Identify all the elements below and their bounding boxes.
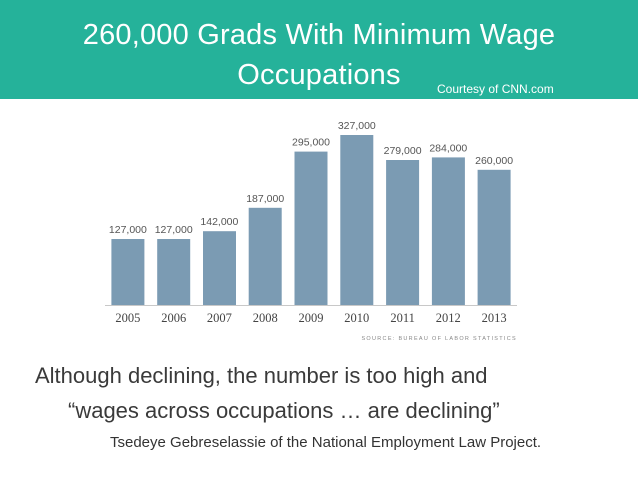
- x-tick-label-2006: 2006: [161, 311, 186, 325]
- bar-2010: [340, 135, 374, 305]
- bar-2007: [203, 231, 236, 305]
- x-tick-label-2009: 2009: [299, 311, 324, 325]
- slide-title-line1: 260,000 Grads With Minimum Wage: [82, 19, 556, 51]
- data-label-2012: 284,000: [429, 142, 467, 154]
- x-tick-label-2010: 2010: [344, 311, 369, 325]
- caption-line1: Although declining, the number is too hi…: [35, 363, 488, 388]
- x-tick-label-2011: 2011: [390, 311, 415, 325]
- data-label-2008: 187,000: [246, 193, 284, 205]
- bar-2008: [248, 207, 282, 305]
- slide-title-line2: Occupations: [237, 59, 401, 91]
- bar-2012: [431, 157, 465, 305]
- bar-2013: [477, 169, 511, 305]
- data-label-2005: 127,000: [109, 224, 147, 236]
- data-label-2011: 279,000: [384, 145, 422, 157]
- data-label-2006: 127,000: [155, 224, 193, 236]
- caption-attribution: Tsedeye Gebreselassie of the National Em…: [110, 434, 542, 451]
- bar-2006: [157, 239, 191, 305]
- x-tick-label-2008: 2008: [253, 311, 278, 325]
- data-label-2010: 327,000: [338, 120, 376, 132]
- x-tick-label-2012: 2012: [436, 311, 461, 325]
- data-label-2007: 142,000: [200, 216, 238, 228]
- bar-2009: [294, 151, 328, 305]
- x-tick-label-2013: 2013: [482, 311, 507, 325]
- data-label-2009: 295,000: [292, 137, 330, 149]
- caption-line2: “wages across occupations … are declinin…: [68, 398, 500, 423]
- x-tick-label-2005: 2005: [115, 311, 140, 325]
- bar-2005: [111, 239, 145, 305]
- bar-chart: 127,000 2005 127,000 2006 142,000 2007 187,000…: [105, 120, 517, 342]
- data-label-2013: 260,000: [475, 155, 513, 167]
- bar-2011: [386, 160, 420, 305]
- source-note: SOURCE: BUREAU OF LABOR STATISTICS: [361, 336, 517, 342]
- title-banner: 260,000 Grads With Minimum Wage Occupati…: [0, 0, 638, 99]
- x-tick-label-2007: 2007: [207, 311, 232, 325]
- courtesy-credit: Courtesy of CNN.com: [437, 82, 554, 96]
